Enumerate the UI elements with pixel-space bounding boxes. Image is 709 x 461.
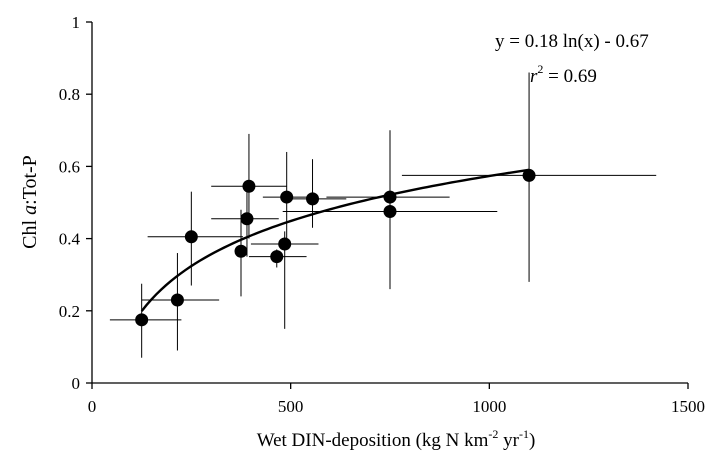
data-point [242, 179, 256, 193]
x-axis-label: Wet DIN-deposition (kg N km-2 yr-1) [257, 427, 536, 451]
y-tick-label: 0.6 [59, 157, 80, 176]
data-point [234, 244, 248, 258]
axis-ticks: 0 0.2 0.4 0.6 0.8 1 0 500 1000 1500 [59, 13, 705, 416]
data-point [306, 192, 320, 206]
x-axis-label-end: ) [529, 430, 535, 451]
data-point [240, 212, 254, 226]
r2-symbol: r [530, 66, 538, 87]
x-axis-label-main: Wet DIN-deposition (kg N km [257, 430, 489, 451]
x-tick-label: 500 [278, 397, 304, 416]
data-point [383, 205, 397, 219]
y-tick-label: 0 [72, 374, 81, 393]
x-tick-label: 1500 [671, 397, 705, 416]
data-point [184, 230, 198, 244]
y-tick-label: 0.2 [59, 302, 80, 321]
data-points [135, 168, 536, 327]
error-bars [109, 72, 657, 358]
data-point [135, 313, 149, 327]
y-axis-label: Chl a:Tot-P [19, 155, 41, 249]
data-point [280, 190, 294, 204]
x-axis-label-mid: yr [498, 430, 519, 451]
data-point [270, 250, 284, 264]
y-tick-label: 0.8 [59, 85, 80, 104]
data-point [170, 293, 184, 307]
y-axis-label-italic: a [19, 205, 41, 215]
r2-value: = 0.69 [543, 66, 596, 87]
y-tick-label: 1 [72, 13, 81, 32]
r2-exponent: 2 [537, 62, 543, 76]
x-axis-label-exp1: -2 [488, 427, 498, 441]
regression-curve [140, 168, 530, 312]
x-tick-label: 0 [88, 397, 97, 416]
y-axis-label-post: :Tot-P [19, 155, 41, 205]
y-tick-label: 0.4 [59, 230, 81, 249]
data-point [383, 190, 397, 204]
data-point [522, 168, 536, 182]
x-axis-label-exp2: -1 [519, 427, 529, 441]
r-squared-label: r2 = 0.69 [530, 62, 597, 87]
y-axis-label-pre: Chl [19, 215, 41, 249]
data-point [278, 237, 292, 251]
equation-label: y = 0.18 ln(x) - 0.67 [495, 31, 649, 52]
x-tick-label: 1000 [472, 397, 506, 416]
